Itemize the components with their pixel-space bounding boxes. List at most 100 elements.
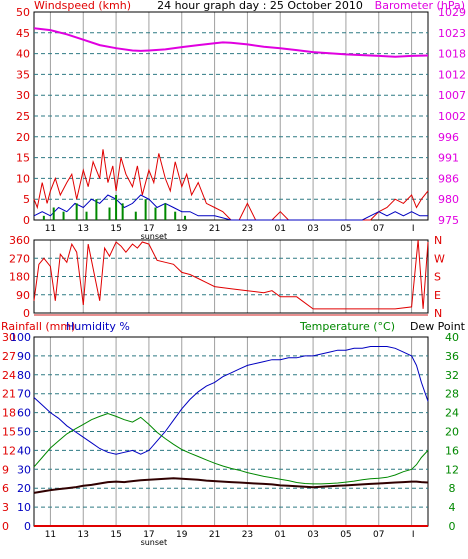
humidity-tick-label: 40 [17, 444, 31, 457]
humidity-axis-label: Humidity % [66, 320, 130, 333]
dewpoint-line [33, 477, 429, 494]
humidity-tick-label: 20 [17, 482, 31, 495]
gust-bar [42, 215, 45, 220]
rainfall-tick-label: 30 [2, 331, 16, 344]
windspeed-tick-label: 15 [16, 152, 30, 165]
barometer-line [33, 27, 429, 58]
wind-direction-line [33, 239, 429, 310]
rainfall-tick-label: 21 [2, 388, 16, 401]
gust-bar [62, 211, 65, 220]
x-tick-label: 11 [45, 224, 56, 234]
x-tick-label: 13 [78, 224, 89, 234]
direction-tick-label: 0 [23, 307, 30, 320]
x-tick-label: 17 [143, 224, 154, 234]
gust-bar [174, 211, 177, 220]
barometer-tick-label: 980 [438, 193, 459, 206]
x-tick-label: 03 [307, 530, 318, 540]
rainfall-tick-label: 0 [2, 520, 9, 533]
barometer-tick-label: 1007 [438, 89, 466, 102]
humidity-tick-label: 100 [10, 331, 31, 344]
windspeed-line [33, 194, 428, 221]
x-tick-label: 05 [340, 530, 351, 540]
rainfall-tick-label: 9 [2, 463, 9, 476]
x-tick-label: 19 [176, 224, 188, 234]
rainfall-axis-label: Rainfall (mm) [1, 320, 75, 333]
compass-label: W [434, 252, 445, 265]
humidity-tick-label: 10 [17, 501, 31, 514]
gust-bar [115, 195, 118, 220]
humidity-tick-label: 0 [24, 520, 31, 533]
barometer-tick-label: 996 [438, 131, 459, 144]
sunset-annotation: sunset [141, 538, 168, 547]
x-tick-label: 15 [110, 224, 121, 234]
windspeed-tick-label: 40 [16, 48, 30, 61]
rainfall-tick-label: 6 [2, 482, 9, 495]
rainfall-tick-label: 18 [2, 407, 16, 420]
barometer-tick-label: 1018 [438, 48, 466, 61]
rainfall-tick-label: 24 [2, 369, 16, 382]
gust-bar [108, 207, 111, 220]
rainfall-tick-label: 3 [2, 501, 9, 514]
temperature-tick-label: 8 [449, 482, 456, 495]
windspeed-tick-label: 25 [16, 110, 30, 123]
humidity-tick-label: 90 [17, 350, 31, 363]
compass-label: S [434, 271, 441, 284]
rainfall-tick-label: 15 [2, 426, 16, 439]
barometer-tick-label: 1029 [438, 6, 466, 19]
x-tick-label: 11 [45, 530, 56, 540]
humidity-tick-label: 80 [17, 369, 31, 382]
rainfall-tick-label: 12 [2, 444, 16, 457]
gust-bar [144, 199, 147, 220]
x-tick-label: 07 [373, 530, 384, 540]
humidity-tick-label: 70 [17, 388, 31, 401]
direction-tick-label: 90 [16, 289, 30, 302]
barometer-tick-label: 1012 [438, 68, 466, 81]
temperature-tick-label: 12 [445, 463, 459, 476]
rainfall-tick-label: 27 [2, 350, 16, 363]
windspeed-tick-label: 45 [16, 27, 30, 40]
temperature-tick-label: 20 [445, 426, 459, 439]
windspeed-tick-label: 5 [23, 193, 30, 206]
gust-bar [75, 203, 78, 220]
x-tick-label: I [412, 530, 415, 540]
compass-label: E [434, 289, 441, 302]
barometer-axis-label: Barometer (hPa) [375, 0, 465, 12]
temperature-tick-label: 4 [449, 501, 456, 514]
gust-bar [154, 207, 157, 220]
compass-label: N [434, 307, 442, 320]
x-tick-label: 23 [242, 224, 253, 234]
dewpoint-axis-label: Dew Point [410, 320, 466, 333]
gust-bar [95, 199, 98, 220]
windspeed-tick-label: 10 [16, 172, 30, 185]
direction-tick-label: 180 [9, 271, 30, 284]
x-tick-label: 07 [373, 224, 384, 234]
x-tick-label: 01 [275, 530, 286, 540]
humidity-tick-label: 30 [17, 463, 31, 476]
sunset-annotation: sunset [141, 232, 168, 241]
graph-title: 24 hour graph day : 25 October 2010 [157, 0, 363, 12]
windspeed-tick-label: 30 [16, 89, 30, 102]
wind-barometer-panel: 0510152025303540455097598098699199610021… [16, 6, 466, 241]
x-tick-label: 17 [143, 530, 154, 540]
windspeed-tick-label: 35 [16, 68, 30, 81]
temperature-line [33, 412, 429, 485]
humidity-tick-label: 50 [17, 426, 31, 439]
barometer-tick-label: 986 [438, 172, 459, 185]
temperature-tick-label: 24 [445, 407, 459, 420]
barometer-tick-label: 1002 [438, 110, 466, 123]
temperature-tick-label: 16 [445, 444, 459, 457]
barometer-tick-label: 991 [438, 152, 459, 165]
x-tick-label: 23 [242, 530, 253, 540]
windspeed-axis-label: Windspeed (kmh) [34, 0, 131, 12]
temperature-tick-label: 0 [449, 520, 456, 533]
temperature-tick-label: 28 [445, 388, 459, 401]
x-tick-label: 03 [307, 224, 318, 234]
gust-bar [164, 203, 167, 220]
x-tick-label: 15 [110, 530, 121, 540]
barometer-tick-label: 1023 [438, 27, 466, 40]
x-tick-label: 05 [340, 224, 351, 234]
x-tick-label: 01 [275, 224, 286, 234]
windspeed-tick-label: 50 [16, 6, 30, 19]
